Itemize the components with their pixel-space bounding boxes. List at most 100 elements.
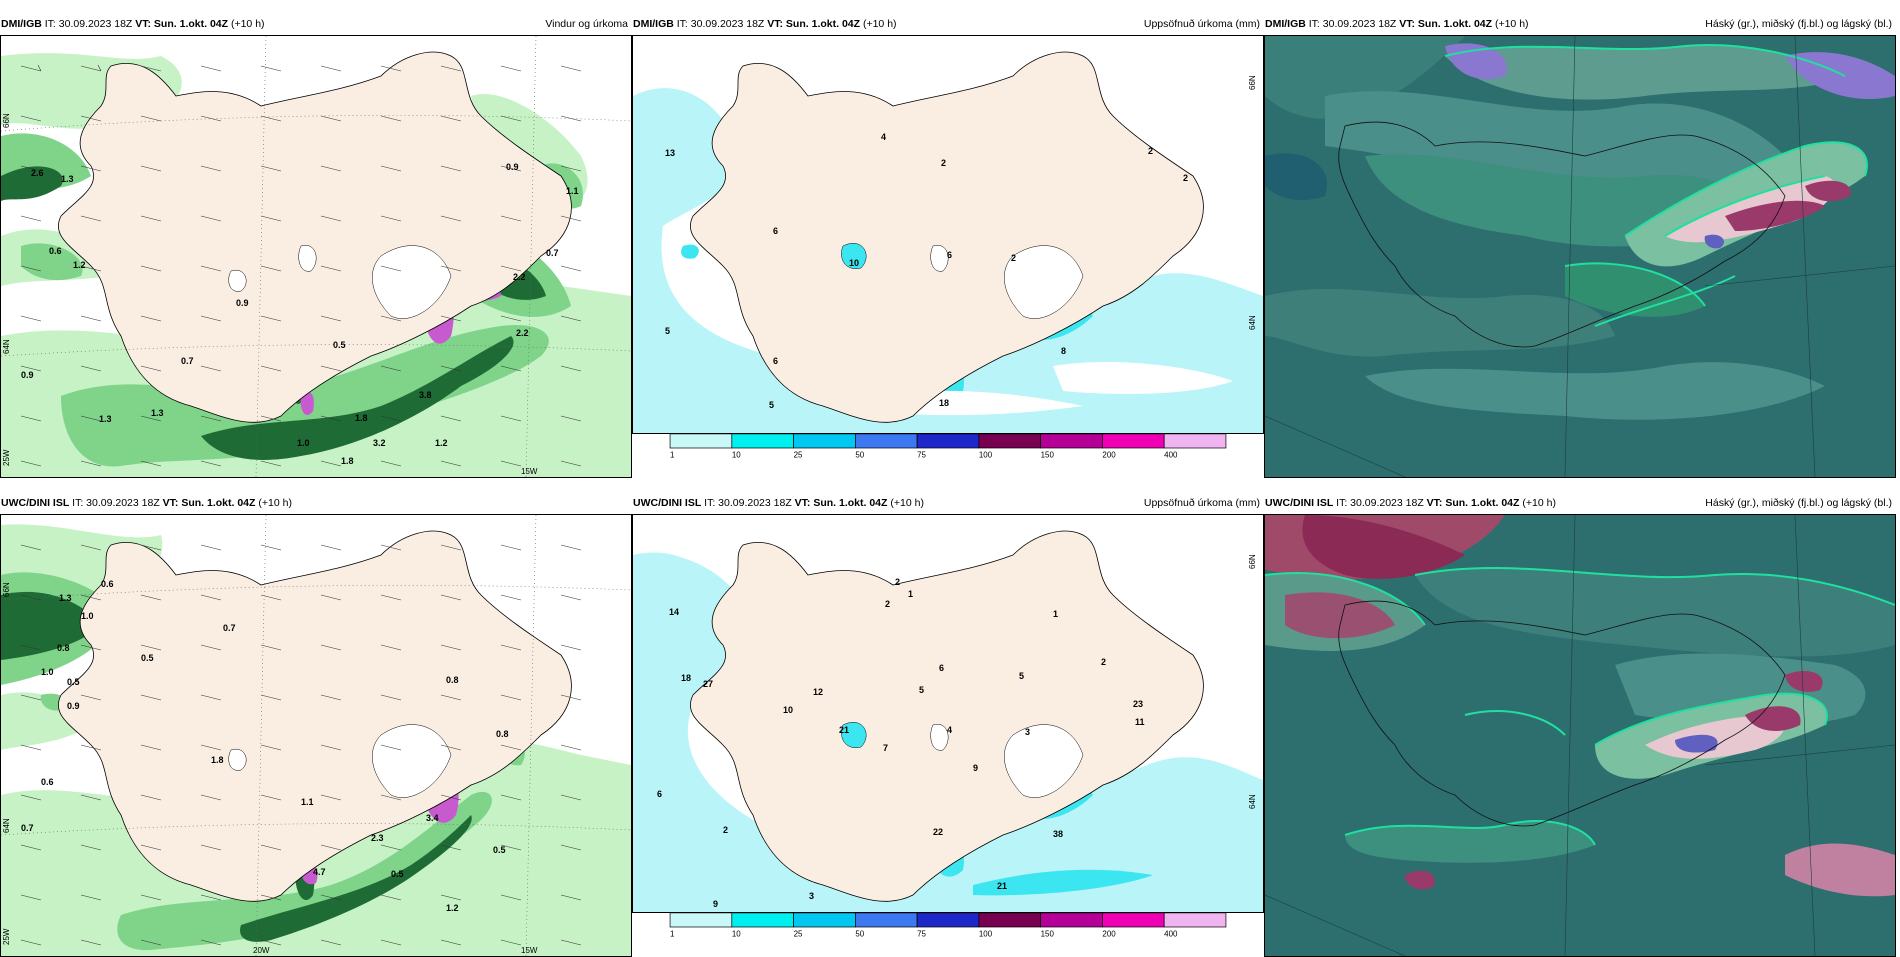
lat-64n: 64N (2, 339, 11, 354)
lead-time: (+10 h) (1522, 497, 1556, 509)
panel-dmi-cloud: DMI/IGB IT: 30.09.2023 18Z VT: Sun. 1.ok… (1264, 13, 1896, 478)
colorbar-tick-label: 100 (979, 930, 993, 939)
model-name: DMI/IGB (1, 18, 42, 30)
colorbar-swatch (916, 433, 980, 449)
coord-labels: 66N 64N (1248, 75, 1257, 330)
valid-time: VT: Sun. 1.okt. 04Z (794, 497, 888, 509)
iceland-outline (1338, 121, 1786, 348)
colorbar-swatch (793, 433, 856, 449)
panel-uwc-precip: UWC/DINI ISL IT: 30.09.2023 18Z VT: Sun.… (632, 492, 1264, 955)
panel-header: DMI/IGB IT: 30.09.2023 18Z VT: Sun. 1.ok… (1264, 13, 1896, 35)
value-label: 18 (939, 398, 949, 408)
colorbar-tick-label: 150 (1041, 930, 1055, 939)
panel-title: Háský (gr.), miðský (fj.bl.) og lágský (… (1705, 18, 1892, 30)
valid-time: VT: Sun. 1.okt. 04Z (162, 497, 256, 509)
colorbar-tick-label: 200 (1102, 451, 1116, 460)
panel-dmi-wind: DMI/IGB IT: 30.09.2023 18Z VT: Sun. 1.ok… (0, 13, 632, 478)
value-label: 3.8 (419, 390, 432, 400)
cloud-map[interactable] (1264, 514, 1896, 957)
panel-header: UWC/DINI ISL IT: 30.09.2023 18Z VT: Sun.… (0, 492, 632, 514)
grid-lines (1, 515, 631, 956)
model-name: UWC/DINI ISL (1, 497, 70, 509)
value-label: 6 (773, 356, 778, 366)
colorbar-tick-label: 150 (1041, 451, 1055, 460)
value-label: 0.9 (506, 162, 519, 172)
value-label: 1.2 (435, 438, 448, 448)
precip-map[interactable]: 66N 64N 13 4 2 2 2 6 10 6 2 5 6 5 18 8 (632, 35, 1264, 434)
value-label: 5 (1019, 671, 1024, 681)
wind-precip-map[interactable]: 66N 64N 25W 15W 2.6 1.3 0.6 1.2 0.9 0.5 … (0, 35, 632, 478)
value-label: 21 (997, 881, 1007, 891)
coord-labels: 66N 64N (1248, 554, 1257, 809)
colorbar-tick-label: 10 (732, 930, 741, 939)
cloud-contours (1444, 44, 1868, 327)
value-label: 0.7 (223, 623, 236, 633)
value-label: 0.5 (67, 677, 80, 687)
lat-64n: 64N (1248, 315, 1257, 330)
wind-precip-map[interactable]: 66N 64N 25W 20W 15W 0.6 1.3 1.0 0.8 0.5 … (0, 514, 632, 957)
value-label: 0.6 (101, 579, 114, 589)
panel-uwc-cloud: UWC/DINI ISL IT: 30.09.2023 18Z VT: Sun.… (1264, 492, 1896, 957)
grid-lines (1265, 515, 1895, 956)
model-name: DMI/IGB (1265, 18, 1306, 30)
value-label: 9 (973, 763, 978, 773)
value-label: 4 (947, 725, 952, 735)
lat-64n: 64N (1248, 794, 1257, 809)
lon-25w: 25W (2, 449, 11, 466)
panel-title: Háský (gr.), miðský (fj.bl.) og lágský (… (1705, 497, 1892, 509)
value-label: 2.2 (516, 328, 529, 338)
value-label: 13 (665, 148, 675, 158)
colorbar-tick-label: 1 (670, 930, 675, 939)
colorbar-tick-label: 10 (732, 451, 741, 460)
colorbar-tick-label: 25 (794, 930, 803, 939)
panel-title: Uppsöfnuð úrkoma (mm) (1143, 497, 1260, 509)
value-label: 2 (1183, 173, 1188, 183)
lon-20w: 20W (253, 946, 270, 955)
panel-header: DMI/IGB IT: 30.09.2023 18Z VT: Sun. 1.ok… (632, 13, 1264, 35)
lon-25w: 25W (2, 928, 11, 945)
value-label: 7 (883, 743, 888, 753)
value-label: 3.2 (373, 438, 386, 448)
value-label: 1 (1053, 609, 1058, 619)
value-label: 0.8 (446, 675, 459, 685)
value-label: 3.4 (426, 813, 439, 823)
value-label: 10 (783, 705, 793, 715)
value-label: 14 (669, 607, 679, 617)
value-label: 1.3 (59, 593, 72, 603)
model-name: UWC/DINI ISL (1265, 497, 1334, 509)
value-label: 0.9 (236, 298, 249, 308)
value-label: 9 (713, 899, 718, 909)
value-label: 2 (1101, 657, 1106, 667)
value-label: 2 (1011, 253, 1016, 263)
lat-66n: 66N (2, 582, 11, 597)
value-label: 2 (723, 825, 728, 835)
value-label: 22 (933, 827, 943, 837)
value-label: 1.2 (446, 903, 459, 913)
colorbar-swatch (1040, 912, 1103, 928)
value-label: 4.7 (313, 867, 326, 877)
colorbar-swatch (1163, 433, 1227, 449)
value-label: 1.8 (211, 755, 224, 765)
value-label: 5 (665, 326, 670, 336)
value-label: 0.7 (546, 248, 559, 258)
lead-time: (+10 h) (1494, 18, 1529, 30)
panel-header: UWC/DINI ISL IT: 30.09.2023 18Z VT: Sun.… (1264, 492, 1896, 514)
value-label: 11 (1135, 717, 1145, 727)
value-label: 6 (657, 789, 662, 799)
precip-map[interactable]: 66N 64N 14 18 27 12 10 21 2 2 1 1 7 5 6 … (632, 514, 1264, 913)
lead-time: (+10 h) (890, 497, 924, 509)
value-label: 0.5 (333, 340, 346, 350)
value-label: 6 (773, 226, 778, 236)
cloud-map[interactable] (1264, 35, 1896, 478)
value-label: 0.6 (41, 777, 54, 787)
value-label: 21 (839, 725, 849, 735)
valid-time: VT: Sun. 1.okt. 04Z (135, 18, 229, 30)
value-label: 0.8 (496, 729, 509, 739)
value-labels: 2.6 1.3 0.6 1.2 0.9 0.5 0.7 0.9 0.9 0.7 … (21, 162, 579, 466)
valid-time: VT: Sun. 1.okt. 04Z (1399, 18, 1493, 30)
wind-barbs (20, 544, 582, 946)
lon-15w: 15W (521, 467, 538, 476)
value-label: 1.0 (81, 611, 94, 621)
colorbar-swatch (669, 912, 733, 928)
value-label: 27 (703, 679, 713, 689)
